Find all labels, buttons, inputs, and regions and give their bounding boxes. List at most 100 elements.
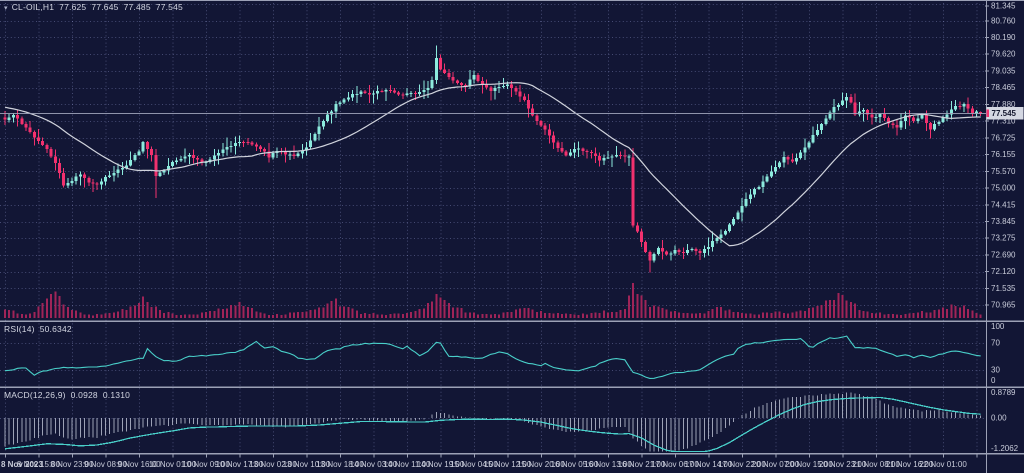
candle-body [878,114,882,117]
candle-wick [29,121,31,134]
candle [631,148,635,228]
volume-layer [4,283,982,318]
candle-wick [590,150,592,159]
candle [547,123,551,144]
candle-body [660,247,664,252]
candle [175,157,179,165]
candle-body [694,249,698,251]
candle [338,101,342,107]
candle [116,163,120,178]
candle [526,94,530,118]
candle [221,143,225,157]
candle-body [426,87,430,91]
candle [451,72,455,84]
candle-body [464,84,468,86]
candle [217,149,221,165]
candle-body [690,249,694,251]
candle [99,178,103,190]
candle-body [556,142,560,149]
candle [95,182,99,190]
time-axis-label: 13 Nov 10:00 [283,460,331,469]
candle-body [857,111,861,115]
candle [640,228,643,248]
candle [455,79,459,85]
candle-body [150,149,154,155]
candle [686,244,690,255]
candle [418,84,422,96]
candle-body [158,172,162,176]
price-axis[interactable]: 81.345 80.760 80.190 79.620 79.035 78.465 77.8… [985,2,1019,454]
candle-body [41,141,45,145]
candle-body [338,102,342,104]
candle-body [891,123,895,125]
candle-wick [218,149,220,165]
candle-body [849,97,853,103]
candle [401,92,405,99]
candle-body [920,114,924,119]
chart-header: ▾ CL-OIL,H1 77.625 77.645 77.485 77.545 [4,2,183,14]
time-axis-label: 21 Nov 08:00 [852,460,900,469]
bar-low-value: 77.485 [123,2,151,12]
candle [196,156,200,166]
candle [774,160,777,175]
panel-separator[interactable] [0,320,1024,323]
candle-body [975,111,978,114]
candle-wick [695,247,697,255]
candle-body [78,174,82,177]
candle-body [480,81,484,85]
candle-body [501,86,505,88]
price-axis-label: 81.345 [991,2,1016,11]
candle-wick [419,84,421,96]
candle-body [246,142,250,143]
candle-body [83,174,87,179]
candle [225,137,229,156]
candle-body [606,157,610,159]
candle-body [485,84,489,88]
candle-body [506,84,509,87]
time-axis-label: 14 Nov 03:00 [350,460,398,469]
panel-separator[interactable] [0,453,1024,455]
candle-body [874,116,878,118]
candle [908,110,911,126]
current-price-value: 77.545 [992,109,1017,118]
candle [372,90,375,104]
candle-body [753,188,757,195]
rsi-title: RSI(14) [4,324,35,334]
current-price-tag-bg [986,107,1024,120]
candle-body [811,135,815,143]
candle [568,149,572,157]
candle-body [727,224,731,232]
bid-marker-icon [986,109,989,117]
candle-wick [787,155,789,165]
candle [761,175,765,193]
candle [313,132,317,142]
candle [736,210,740,220]
candle-body [949,109,953,115]
candle-wick [264,147,266,157]
candle [866,108,870,121]
candle [824,115,828,126]
candle-body [799,152,803,159]
candle [133,153,137,162]
time-axis-label: 8 Nov 2023 [1,460,43,469]
candle-body [841,100,844,105]
candle-body [91,182,95,184]
panel-separator[interactable] [0,386,1024,389]
candle [719,229,723,243]
candle-body [648,251,652,261]
rsi-scale-label: 30 [991,366,1000,375]
candle-body [292,154,296,156]
price-axis-label: 78.465 [991,83,1016,92]
candle-body [217,153,221,156]
candle-body [447,72,451,78]
ma-layer [4,82,981,247]
candle-body [748,194,752,200]
candle [937,120,941,127]
candle [351,89,355,101]
time-axis-label: 16 Nov 13:00 [584,460,632,469]
candle [405,87,409,97]
candle [434,45,438,84]
